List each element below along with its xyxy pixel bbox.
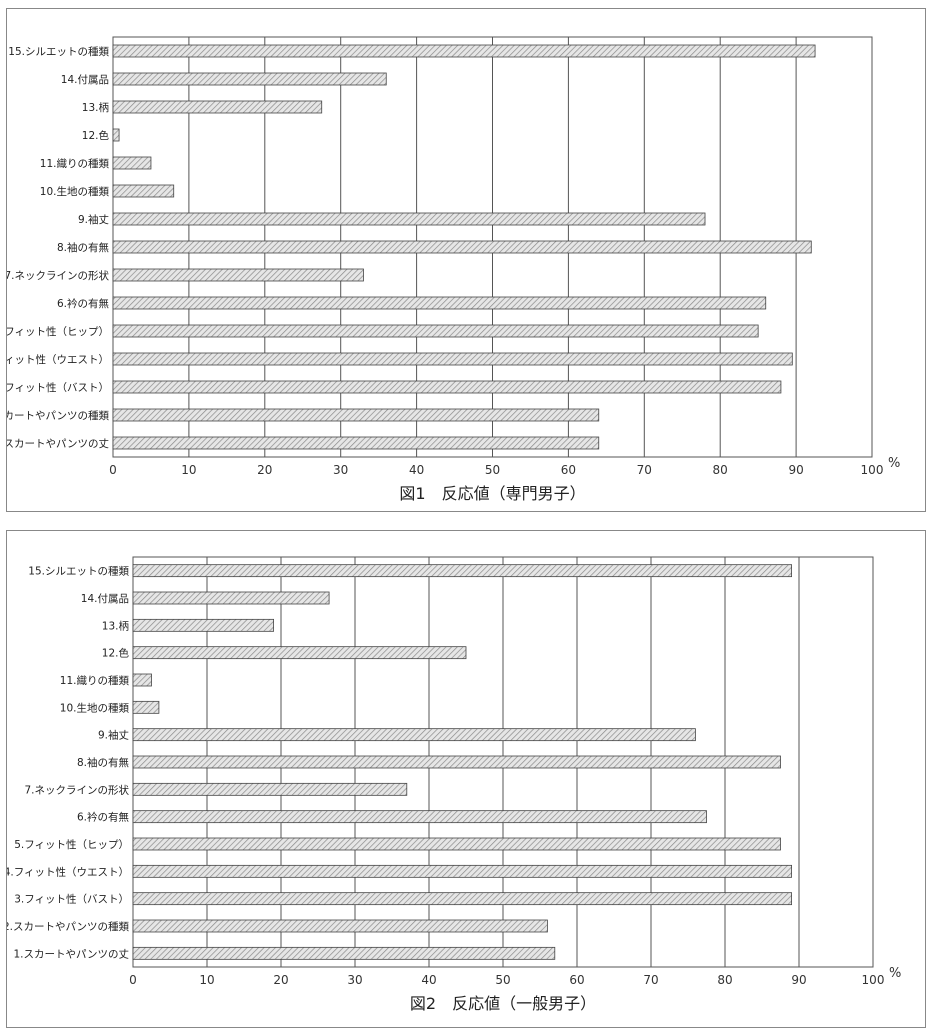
category-label: 2.スカートやパンツの種類 [7,920,129,933]
x-tick-label: 90 [788,463,803,477]
bar [112,212,706,226]
bar [112,352,793,366]
bar [132,919,548,933]
x-tick-label: 40 [421,973,436,987]
x-tick-label: 100 [861,463,884,477]
bar [132,700,160,714]
bar [112,436,600,450]
bar [132,564,792,578]
x-tick-label: 0 [109,463,117,477]
category-label: 15.シルエットの種類 [28,565,129,578]
bar [132,864,792,878]
bar [132,892,792,906]
x-tick-label: 80 [713,463,728,477]
bar [112,156,152,170]
x-tick-label: 10 [181,463,196,477]
bar [112,72,387,86]
category-label: 12.色 [82,129,110,142]
category-label: 13.柄 [102,619,129,632]
x-tick-label: 50 [495,973,510,987]
x-tick-label: 20 [273,973,288,987]
bar [132,591,330,605]
x-tick-label: 80 [717,973,732,987]
x-tick-label: 70 [637,463,652,477]
category-label: 2.スカートやパンツの種類 [7,409,109,422]
category-label: 11.織りの種類 [40,157,110,170]
category-label: 7.ネックラインの形状 [24,783,129,796]
category-label: 1.スカートやパンツの丈 [13,948,129,960]
bar [132,782,408,796]
bar [132,618,275,632]
category-label: 8.袖の有無 [57,241,110,254]
category-label: 9.袖丈 [98,729,129,742]
bar [132,673,152,687]
bar [132,837,781,851]
x-tick-label: 60 [561,463,576,477]
category-label: 3.フィット性（バスト） [14,893,129,906]
bar [132,646,467,660]
chart-panel-2: 0 10 20 30 40 50 60 70 80 90 100% 15.シルエットの種類 14.付属品… [6,530,926,1028]
x-tick-label: 70 [643,973,658,987]
bar [112,100,323,114]
bar [112,240,812,254]
x-tick-label: 90 [791,973,806,987]
bar [132,946,556,960]
category-label: 5.フィット性（ヒップ） [14,838,129,851]
bar [112,324,759,338]
category-label: 4.フィット性（ウエスト） [7,865,129,878]
chart-caption: 図1 反応値（専門男子） [399,484,585,503]
bar [112,380,782,394]
bar [112,268,364,282]
x-unit-label: % [888,456,900,471]
category-label: 12.色 [102,647,130,660]
chart-1: 0 10 20 30 40 50 60 70 80 90 100 % 15.シルエットの種類 14.付属品… [7,36,900,503]
category-label: 5.フィット性（ヒップ） [7,325,109,338]
x-tick-label: 50 [485,463,500,477]
chart-caption: 図2 反応値（一般男子） [410,994,596,1013]
bar [112,128,120,142]
x-tick-label: 20 [257,463,272,477]
category-label: 1.スカートやパンツの丈 [7,438,109,450]
category-label: 3.フィット性（バスト） [7,381,109,394]
category-label: 9.袖丈 [78,213,109,226]
x-tick-label: 0 [129,973,137,987]
x-tick-label: 10 [199,973,214,987]
category-label: 7.ネックラインの形状 [7,269,109,282]
bar [132,755,781,769]
category-label: 15.シルエットの種類 [8,45,109,58]
x-tick-label: 30 [333,463,348,477]
category-label: 4.フィット性（ウエスト） [7,353,109,366]
x-tick-label: 100 [862,973,885,987]
bar [112,296,767,310]
category-label: 13.柄 [82,101,109,114]
category-label: 6.衿の有無 [77,811,130,824]
x-tick-label: 40 [409,463,424,477]
bar [132,810,707,824]
bar [112,184,175,198]
bar [112,408,600,422]
x-tick-label: 30 [347,973,362,987]
bar [132,728,696,742]
bar [112,44,816,58]
category-label: 14.付属品 [81,592,129,605]
chart-2: 0 10 20 30 40 50 60 70 80 90 100 % 15.シルエットの種類 14.付属品… [7,556,901,1013]
category-label: 6.衿の有無 [57,297,110,310]
category-label: 10.生地の種類 [40,185,110,198]
category-label: 14.付属品 [61,73,109,86]
category-label: 8.袖の有無 [77,756,130,769]
category-label: 10.生地の種類 [60,701,130,714]
x-tick-label: 60 [569,973,584,987]
category-label: 11.織りの種類 [60,674,130,687]
chart-panel-1: 0 10 20 30 40 50 60 70 80 90 100% 15.シルエットの種類 14.付属品… [6,8,926,512]
x-unit-label: % [889,966,901,981]
